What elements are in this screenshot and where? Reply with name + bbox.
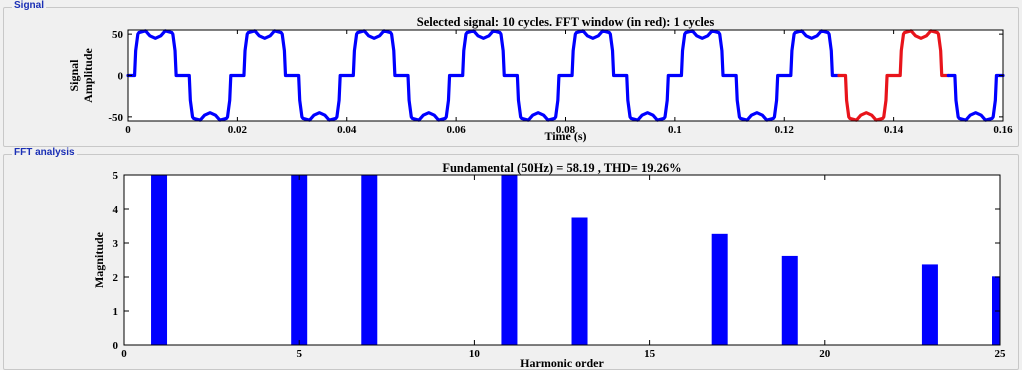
signal-series-line-1 [837,29,950,122]
signal-chart: 0 0.02 0.04 0.06 0.08 0.1 0.12 0.14 0.16-50050Se… [67,15,1013,143]
fft-bar-h5 [291,175,308,345]
fft-y-tick-label: 4 [113,204,119,216]
fft-bar-h13 [571,217,588,345]
fft-bar-h1 [151,175,168,345]
signal-y-tick-label: -50 [108,112,123,124]
fft-bar-h17 [711,233,728,345]
fft-bar-h11 [501,175,518,345]
signal-y-axis-label: Amplitude [81,47,95,102]
fft-y-tick-label: 5 [113,170,119,182]
fft-panel-title: FFT analysis [12,147,77,158]
fft-bar-h19 [781,255,798,345]
fft-y-axis-label: Magnitude [92,231,106,288]
fft-x-tick-label: 0 [121,348,127,360]
fft-y-tick-label: 0 [113,340,119,352]
signal-x-tick-label: 0.16 [993,124,1013,136]
signal-series-line-2 [946,73,1005,122]
signal-panel-title: Signal [12,0,47,11]
fft-chart-title: Fundamental (50Hz) = 58.19 , THD= 19.26% [442,161,681,175]
signal-y-axis-label: Signal [67,59,81,92]
fft-x-tick-label: 10 [469,348,481,360]
fft-plot-area [124,175,1000,345]
signal-series-line-0 [126,29,841,122]
signal-panel: Signal [3,0,1019,147]
fft-x-tick-label: 25 [995,348,1007,360]
fft-x-axis-label: Harmonic order [520,356,604,370]
fft-plot-frame [123,174,1001,346]
fft-bar-h23 [921,264,938,345]
signal-y-tick-label: 0 [118,71,124,83]
fft-x-tick-label: 15 [644,348,656,360]
signal-chart-title: Selected signal: 10 cycles. FFT window (… [417,15,715,29]
fft-x-tick-label: 5 [296,348,302,360]
signal-x-tick-label: 0.14 [884,124,904,136]
signal-x-axis-label: Time (s) [544,129,586,143]
signal-x-tick-label: 0 [125,124,131,136]
fft-y-tick-label: 1 [113,306,119,318]
signal-x-tick-label: 0.08 [556,124,576,136]
fft-x-tick-label: 20 [819,348,831,360]
signal-x-tick-label: 0.04 [337,124,357,136]
signal-x-tick-label: 0.02 [228,124,248,136]
signal-y-tick-label: 50 [112,29,124,41]
fft-y-tick-label: 3 [113,238,119,250]
fft-bar-h7 [361,175,378,345]
signal-x-tick-label: 0.12 [775,124,795,136]
fft-y-tick-label: 2 [113,272,119,284]
signal-x-tick-label: 0.1 [668,124,682,136]
signal-x-tick-label: 0.06 [447,124,467,136]
